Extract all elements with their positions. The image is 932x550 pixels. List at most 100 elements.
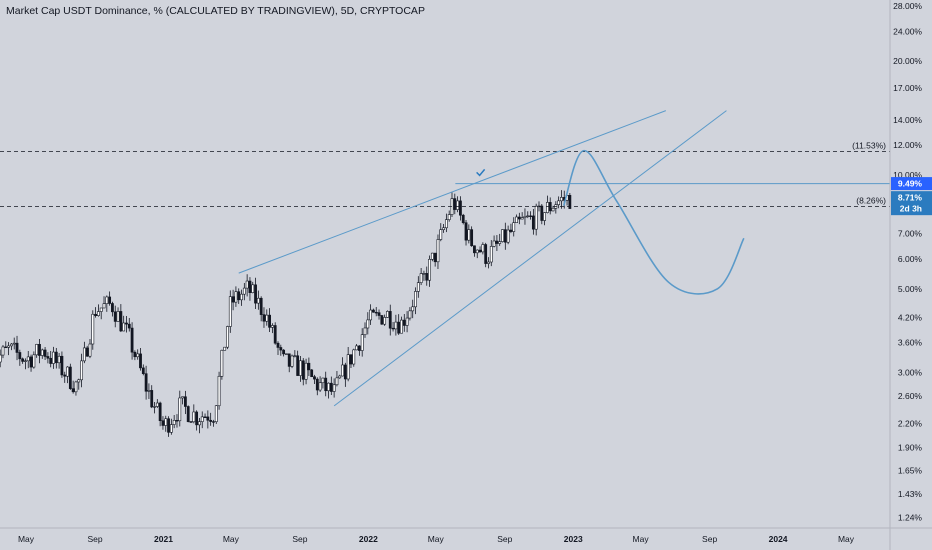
candle-body bbox=[133, 351, 137, 358]
candle-body bbox=[372, 309, 375, 313]
countdown-text: 2d 3h bbox=[900, 204, 922, 214]
candle-body bbox=[24, 360, 27, 362]
chart-title: Market Cap USDT Dominance, % (CALCULATED… bbox=[6, 5, 425, 17]
candle-body bbox=[492, 240, 496, 247]
candle-body bbox=[352, 349, 356, 365]
candle-body bbox=[526, 215, 530, 217]
candle-body bbox=[130, 327, 134, 353]
wedge-upper-line[interactable] bbox=[238, 110, 667, 274]
candle-body bbox=[461, 214, 465, 224]
wedge-lower-line[interactable] bbox=[333, 110, 727, 407]
candle-body bbox=[122, 322, 126, 332]
x-tick-label: 2022 bbox=[359, 534, 378, 544]
candle-body bbox=[529, 215, 532, 217]
high-price-tag bbox=[891, 177, 932, 191]
candle-body bbox=[357, 345, 361, 351]
candle-body bbox=[318, 382, 322, 391]
time-axis[interactable]: May Sep 2021 May Sep 2022 May Sep 2023 May Sep 2024… bbox=[0, 527, 932, 544]
candle-body bbox=[349, 354, 353, 365]
candle-body bbox=[113, 311, 117, 322]
y-tick-label: 5.00% bbox=[898, 284, 923, 294]
candle-body bbox=[21, 358, 25, 362]
candle-body bbox=[329, 382, 333, 392]
candle-body bbox=[557, 200, 561, 205]
current-price-text: 8.71% bbox=[898, 193, 923, 203]
candle-body bbox=[394, 321, 398, 330]
candle-body bbox=[262, 314, 266, 322]
candle-body bbox=[478, 249, 482, 253]
candle-body bbox=[198, 421, 201, 426]
candle-body bbox=[374, 311, 378, 314]
candle-body bbox=[217, 375, 221, 407]
candle-body bbox=[161, 420, 165, 426]
candle-body bbox=[341, 364, 344, 377]
y-tick-label: 12.00% bbox=[893, 140, 922, 150]
candle-body bbox=[265, 314, 269, 322]
candle-body bbox=[254, 284, 257, 304]
candle-body bbox=[97, 311, 100, 316]
candle-body bbox=[380, 315, 384, 325]
candle-body bbox=[515, 216, 518, 224]
candle-body bbox=[332, 384, 336, 392]
candle-body bbox=[240, 293, 243, 301]
candle-body bbox=[391, 327, 395, 330]
candle-body bbox=[259, 297, 263, 315]
candle-body bbox=[453, 198, 457, 210]
candle-body bbox=[155, 402, 159, 407]
candle-body bbox=[473, 245, 476, 254]
candle-body bbox=[520, 217, 524, 220]
candle-body bbox=[57, 355, 61, 364]
candle-body bbox=[85, 347, 89, 357]
candle-body bbox=[369, 309, 373, 321]
candle-body bbox=[411, 306, 415, 312]
candle-body bbox=[60, 355, 64, 376]
candle-body bbox=[256, 297, 260, 304]
projection-curve[interactable] bbox=[562, 149, 745, 295]
candle-body bbox=[214, 405, 218, 423]
candle-body bbox=[231, 296, 235, 303]
candle-body bbox=[141, 367, 145, 374]
candle-body bbox=[38, 344, 41, 356]
x-tick-label: 2023 bbox=[564, 534, 583, 544]
price-axis[interactable]: 28.00% 24.00% 20.00% 17.00% 14.00% 12.00% 10.0… bbox=[889, 0, 923, 550]
candle-body bbox=[512, 222, 516, 232]
candle-body bbox=[195, 411, 199, 426]
candle-body bbox=[0, 354, 2, 363]
candle-body bbox=[223, 346, 227, 351]
candle-body bbox=[251, 284, 255, 293]
candle-body bbox=[509, 229, 513, 232]
candle-body bbox=[282, 349, 286, 355]
y-tick-label: 28.00% bbox=[893, 1, 922, 11]
y-tick-label: 7.00% bbox=[898, 229, 923, 239]
candle-body bbox=[335, 377, 339, 386]
candle-body bbox=[88, 343, 92, 357]
y-tick-label: 6.00% bbox=[898, 254, 923, 264]
x-tick-label: Sep bbox=[87, 534, 102, 544]
candle-body bbox=[459, 200, 462, 216]
candle-body bbox=[416, 282, 420, 292]
x-tick-label: May bbox=[838, 534, 855, 544]
y-tick-label: 1.43% bbox=[898, 489, 923, 499]
candle-body bbox=[119, 311, 123, 332]
candle-body bbox=[32, 354, 36, 368]
candle-body bbox=[136, 353, 140, 358]
candle-body bbox=[245, 280, 249, 289]
candle-body bbox=[402, 319, 406, 326]
candle-body bbox=[52, 351, 55, 364]
candle-body bbox=[4, 346, 8, 349]
horizontal-levels: (11.53%) (8.26%) bbox=[0, 141, 890, 207]
candle-body bbox=[475, 249, 479, 254]
candle-body bbox=[360, 334, 364, 351]
candle-body bbox=[175, 420, 179, 422]
y-tick-label: 2.60% bbox=[898, 391, 923, 401]
y-tick-label: 20.00% bbox=[893, 56, 922, 66]
candle-body bbox=[125, 322, 128, 325]
candle-body bbox=[108, 296, 112, 304]
candle-body bbox=[439, 229, 443, 240]
candle-body bbox=[285, 353, 288, 355]
candle-body bbox=[276, 342, 280, 348]
candle-body bbox=[147, 390, 151, 392]
candle-body bbox=[279, 347, 283, 351]
y-tick-label: 17.00% bbox=[893, 83, 922, 93]
